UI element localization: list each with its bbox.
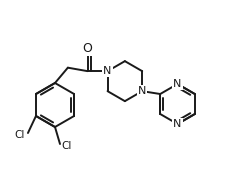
Text: O: O	[83, 42, 93, 55]
Text: Cl: Cl	[62, 141, 72, 151]
Text: N: N	[138, 86, 146, 96]
Text: N: N	[173, 79, 182, 89]
Text: Cl: Cl	[15, 130, 25, 140]
Text: N: N	[103, 66, 112, 76]
Text: N: N	[173, 119, 182, 129]
